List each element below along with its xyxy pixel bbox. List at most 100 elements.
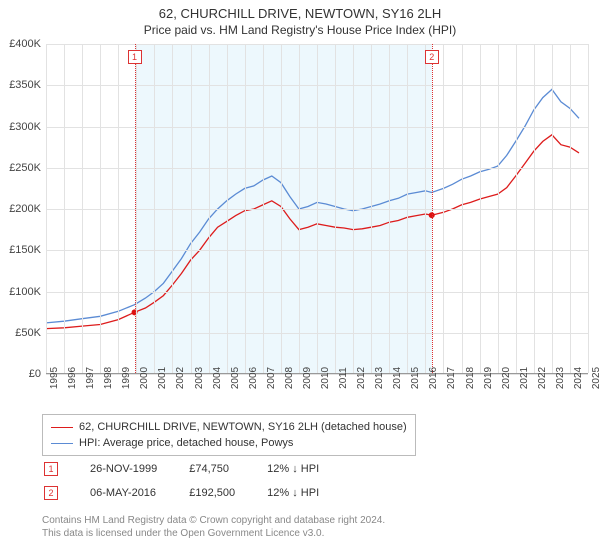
gridline-vertical xyxy=(172,44,173,373)
legend-swatch xyxy=(51,443,73,444)
gridline-vertical xyxy=(570,44,571,373)
gridline-vertical xyxy=(480,44,481,373)
x-tick-label: 2023 xyxy=(555,367,566,389)
x-tick-label: 2004 xyxy=(212,367,223,389)
event-delta: 12% ↓ HPI xyxy=(267,482,349,504)
x-tick-label: 1998 xyxy=(103,367,114,389)
gridline-vertical xyxy=(462,44,463,373)
x-tick-label: 2000 xyxy=(139,367,150,389)
x-tick-label: 2019 xyxy=(483,367,494,389)
x-tick-label: 2002 xyxy=(175,367,186,389)
y-tick-label: £100K xyxy=(9,286,41,298)
gridline-vertical xyxy=(353,44,354,373)
event-line xyxy=(135,44,136,373)
x-tick-label: 2022 xyxy=(537,367,548,389)
y-tick-label: £150K xyxy=(9,244,41,256)
gridline-vertical xyxy=(498,44,499,373)
x-tick-label: 2005 xyxy=(230,367,241,389)
x-tick-label: 2021 xyxy=(519,367,530,389)
x-tick-label: 2006 xyxy=(248,367,259,389)
footer-line1: Contains HM Land Registry data © Crown c… xyxy=(42,514,385,527)
gridline-vertical xyxy=(443,44,444,373)
x-tick-label: 2014 xyxy=(392,367,403,389)
legend: 62, CHURCHILL DRIVE, NEWTOWN, SY16 2LH (… xyxy=(42,414,416,456)
x-tick-label: 2007 xyxy=(266,367,277,389)
x-tick-label: 2017 xyxy=(446,367,457,389)
gridline-vertical xyxy=(552,44,553,373)
event-delta: 12% ↓ HPI xyxy=(267,458,349,480)
event-line xyxy=(432,44,433,373)
chart-subtitle: Price paid vs. HM Land Registry's House … xyxy=(0,23,600,37)
event-marker: 1 xyxy=(128,50,142,64)
x-tick-label: 2001 xyxy=(157,367,168,389)
x-tick-label: 1996 xyxy=(67,367,78,389)
x-tick-label: 1997 xyxy=(85,367,96,389)
x-tick-label: 2020 xyxy=(501,367,512,389)
footer: Contains HM Land Registry data © Crown c… xyxy=(42,514,385,540)
x-tick-label: 2011 xyxy=(338,367,349,389)
x-tick-label: 2010 xyxy=(320,367,331,389)
legend-swatch xyxy=(51,427,73,428)
x-tick-label: 2025 xyxy=(591,367,600,389)
gridline-vertical xyxy=(118,44,119,373)
event-row: 126-NOV-1999£74,75012% ↓ HPI xyxy=(44,458,349,480)
x-tick-label: 2012 xyxy=(356,367,367,389)
gridline-vertical xyxy=(516,44,517,373)
gridline-vertical xyxy=(371,44,372,373)
x-tick-label: 2008 xyxy=(284,367,295,389)
gridline-vertical xyxy=(209,44,210,373)
gridline-vertical xyxy=(317,44,318,373)
y-axis: £0£50K£100K£150K£200K£250K£300K£350K£400… xyxy=(0,44,45,412)
x-tick-label: 2013 xyxy=(374,367,385,389)
gridline-vertical xyxy=(82,44,83,373)
y-tick-label: £350K xyxy=(9,79,41,91)
event-price: £192,500 xyxy=(189,482,265,504)
x-tick-label: 1999 xyxy=(121,367,132,389)
y-tick-label: £250K xyxy=(9,162,41,174)
gridline-vertical xyxy=(46,44,47,373)
legend-item: 62, CHURCHILL DRIVE, NEWTOWN, SY16 2LH (… xyxy=(51,419,407,435)
y-tick-label: £300K xyxy=(9,121,41,133)
gridline-vertical xyxy=(335,44,336,373)
gridline-vertical xyxy=(227,44,228,373)
event-num-box: 2 xyxy=(44,486,58,500)
gridline-vertical xyxy=(64,44,65,373)
gridline-vertical xyxy=(100,44,101,373)
chart-container: 62, CHURCHILL DRIVE, NEWTOWN, SY16 2LH P… xyxy=(0,0,600,560)
x-tick-label: 2024 xyxy=(573,367,584,389)
event-date: 26-NOV-1999 xyxy=(90,458,187,480)
gridline-vertical xyxy=(154,44,155,373)
gridline-vertical xyxy=(534,44,535,373)
x-tick-label: 2018 xyxy=(465,367,476,389)
y-tick-label: £50K xyxy=(15,327,41,339)
chart-area: £0£50K£100K£150K£200K£250K£300K£350K£400… xyxy=(0,44,600,412)
x-tick-label: 2015 xyxy=(410,367,421,389)
x-tick-label: 2009 xyxy=(302,367,313,389)
gridline-vertical xyxy=(136,44,137,373)
event-num-box: 1 xyxy=(44,462,58,476)
legend-label: 62, CHURCHILL DRIVE, NEWTOWN, SY16 2LH (… xyxy=(79,421,407,433)
y-tick-label: £400K xyxy=(9,38,41,50)
footer-line2: This data is licensed under the Open Gov… xyxy=(42,527,385,540)
gridline-vertical xyxy=(425,44,426,373)
gridline-vertical xyxy=(389,44,390,373)
gridline-vertical xyxy=(407,44,408,373)
x-axis: 1995199619971998199920002001200220032004… xyxy=(46,376,588,412)
gridline-vertical xyxy=(191,44,192,373)
title-area: 62, CHURCHILL DRIVE, NEWTOWN, SY16 2LH P… xyxy=(0,0,600,37)
gridline-vertical xyxy=(299,44,300,373)
x-tick-label: 2016 xyxy=(428,367,439,389)
gridline-vertical xyxy=(245,44,246,373)
gridline-vertical xyxy=(588,44,589,373)
gridline-vertical xyxy=(263,44,264,373)
event-row: 206-MAY-2016£192,50012% ↓ HPI xyxy=(44,482,349,504)
x-tick-label: 1995 xyxy=(49,367,60,389)
y-tick-label: £200K xyxy=(9,203,41,215)
legend-item: HPI: Average price, detached house, Powy… xyxy=(51,435,407,451)
events-table: 126-NOV-1999£74,75012% ↓ HPI206-MAY-2016… xyxy=(42,456,351,506)
y-tick-label: £0 xyxy=(29,368,41,380)
plot-area: 12 xyxy=(46,44,588,374)
chart-title: 62, CHURCHILL DRIVE, NEWTOWN, SY16 2LH xyxy=(0,6,600,21)
event-marker: 2 xyxy=(425,50,439,64)
x-tick-label: 2003 xyxy=(194,367,205,389)
